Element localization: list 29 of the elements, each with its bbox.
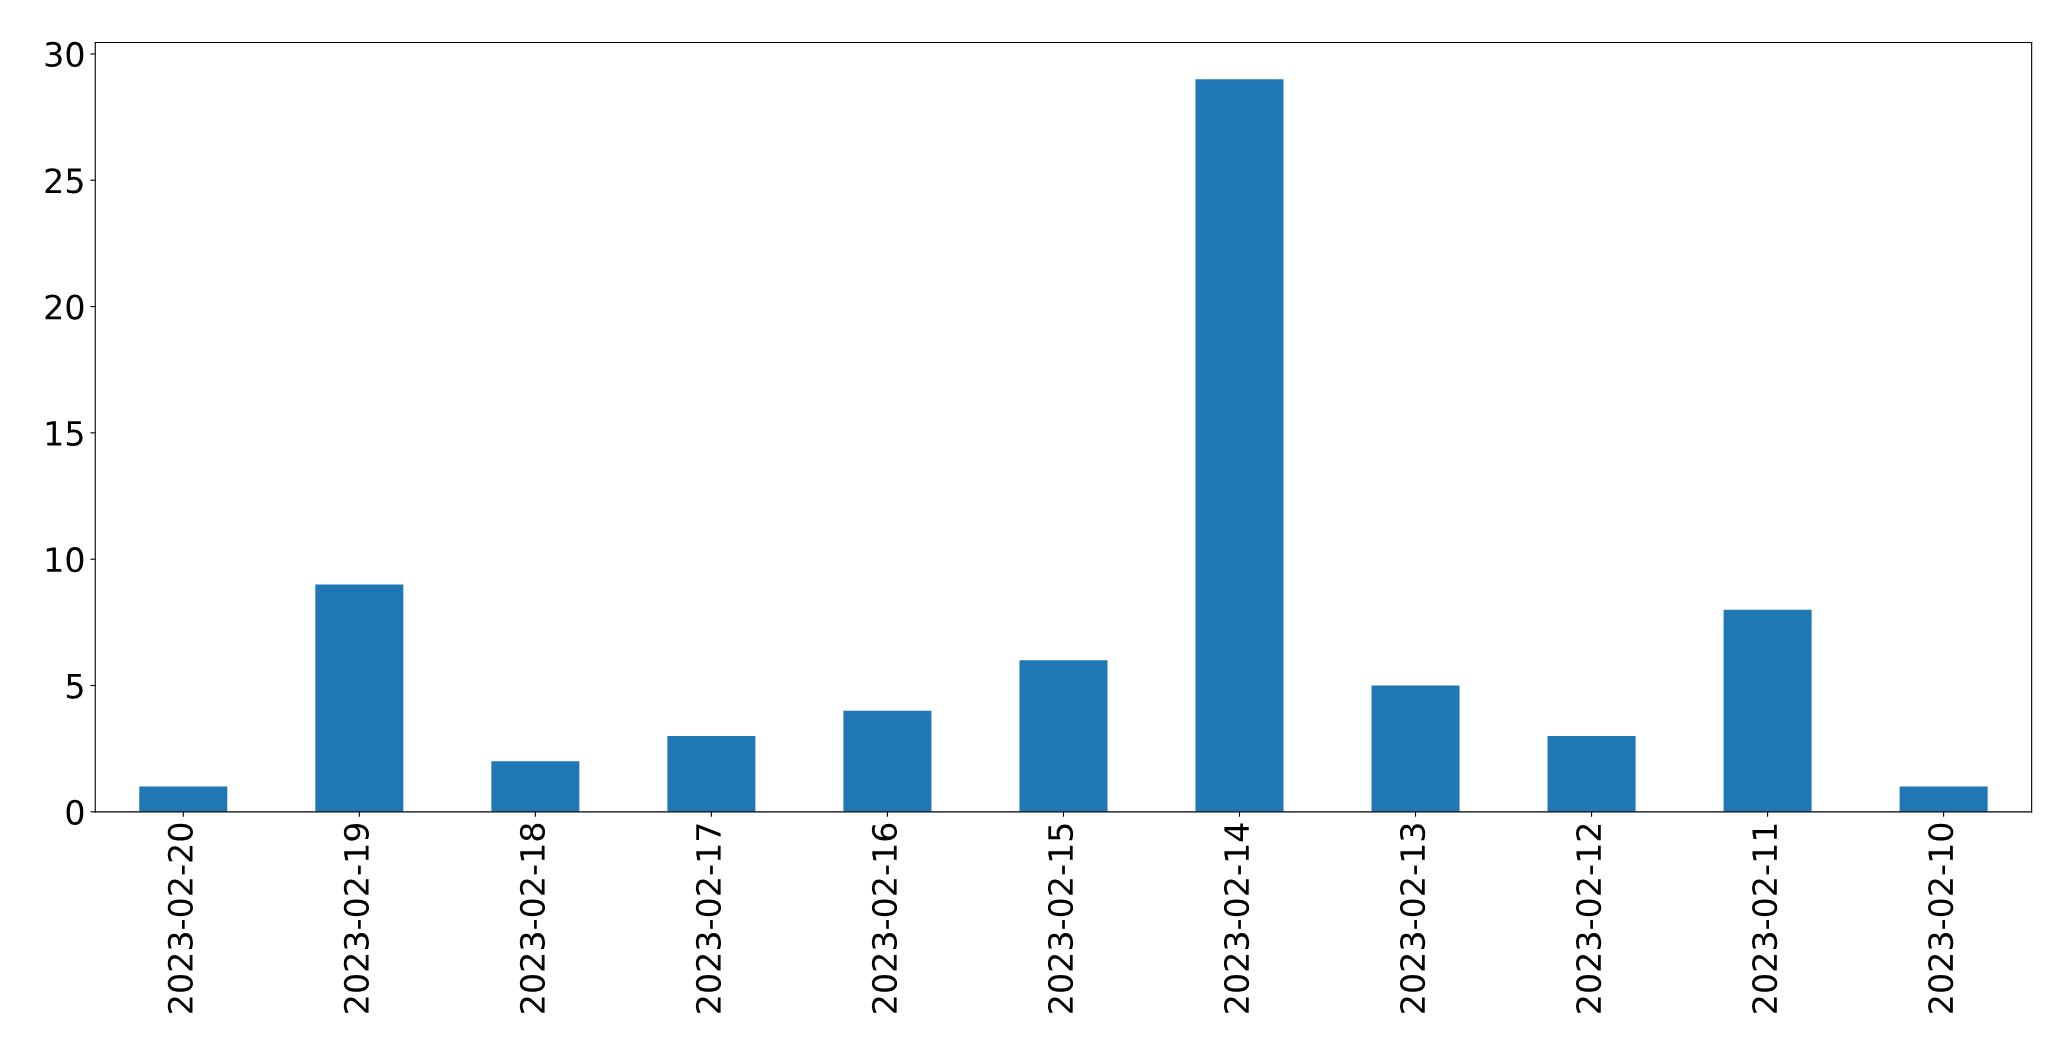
bar	[1723, 609, 1812, 812]
bar	[1019, 660, 1108, 812]
x-tick-label: 2023-02-15	[1047, 824, 1074, 1013]
x-tick-label: 2023-02-19	[343, 823, 369, 1013]
x-tick-label: 2023-02-11	[1752, 824, 1778, 1013]
y-tick-label: 25	[45, 168, 83, 194]
y-tick-label: 30	[45, 41, 84, 68]
bar	[1899, 786, 1988, 812]
x-tick-label: 2023-02-14	[1223, 823, 1250, 1013]
x-tick-label: 2023-02-12	[1576, 824, 1602, 1013]
bar	[843, 710, 932, 812]
y-tick-label: 15	[46, 421, 83, 447]
bar	[1371, 685, 1460, 812]
x-tick-label: 2023-02-13	[1399, 824, 1426, 1013]
bar	[1195, 79, 1284, 812]
y-tick-label: 20	[45, 294, 84, 320]
bar	[315, 584, 404, 812]
x-tick-label: 2023-02-17	[695, 824, 722, 1013]
x-tick-label: 2023-02-10	[1928, 823, 1954, 1013]
x-tick-label: 2023-02-18	[519, 823, 546, 1013]
y-tick-label: 5	[66, 673, 83, 699]
bar	[1547, 736, 1636, 812]
x-tick-label: 2023-02-16	[871, 823, 898, 1013]
bar	[491, 761, 580, 812]
y-tick-label: 10	[46, 547, 84, 573]
y-tick-label: 0	[66, 799, 84, 825]
x-tick-label: 2023-02-20	[167, 823, 193, 1013]
bar	[667, 736, 756, 812]
bar	[139, 786, 228, 812]
